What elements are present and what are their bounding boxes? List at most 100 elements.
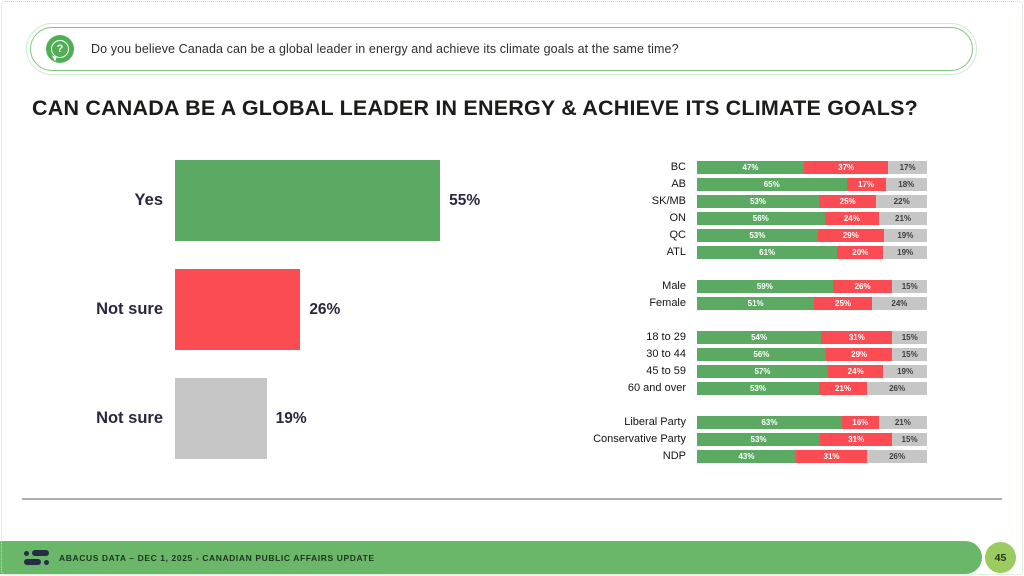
- demo-bar-segment: 17%: [888, 161, 927, 174]
- demo-stacked-bar: 59% 26% 15%: [697, 280, 927, 293]
- demo-row: 18 to 29 54% 31% 15%: [551, 331, 927, 344]
- demo-bar-segment: 53%: [697, 382, 819, 395]
- demo-row: Female 51% 25% 24%: [551, 297, 927, 310]
- demo-row-label: QC: [669, 229, 687, 241]
- demo-bar-segment: 15%: [892, 280, 927, 293]
- overall-bar: [175, 269, 301, 350]
- demo-bar-segment: 47%: [697, 161, 805, 174]
- demo-row: SK/MB 53% 25% 22%: [551, 195, 927, 208]
- demo-bar-segment: 21%: [878, 416, 927, 429]
- overall-value-label: 55%: [449, 191, 481, 209]
- page-title: CAN CANADA BE A GLOBAL LEADER IN ENERGY …: [32, 96, 918, 120]
- demo-bar-segment: 15%: [892, 433, 927, 446]
- demo-bar-segment: 24%: [824, 212, 880, 225]
- demo-stacked-bar: 47% 37% 17%: [697, 161, 927, 174]
- demo-row: Male 59% 26% 15%: [551, 280, 927, 293]
- demo-row: NDP 43% 31% 26%: [551, 450, 927, 463]
- demo-bar-segment: 56%: [697, 348, 826, 361]
- demo-bar-segment: 53%: [697, 229, 818, 242]
- demo-group-party: Liberal Party 63% 16% 21% Conservative Party…: [551, 416, 927, 463]
- demo-row-label: AB: [671, 178, 686, 190]
- question-box: ? Do you believe Canada can be a global …: [26, 23, 977, 75]
- demo-row: Conservative Party 53% 31% 15%: [551, 433, 927, 446]
- demo-bar-segment: 19%: [883, 365, 927, 378]
- demo-bar-segment: 26%: [832, 280, 893, 293]
- demo-bar-segment: 17%: [846, 178, 886, 191]
- demo-stacked-bar: 53% 31% 15%: [697, 433, 927, 446]
- demo-bar-segment: 37%: [804, 161, 889, 174]
- demo-row: QC 53% 29% 19%: [551, 229, 927, 242]
- demo-group-age: 18 to 29 54% 31% 15% 30 to 44 56% 29% 15% 45 to …: [551, 331, 927, 395]
- demo-row-label: BC: [670, 161, 686, 173]
- overall-row: Not sure 26%: [60, 269, 480, 350]
- logo-row: [24, 550, 49, 556]
- page-number-badge: 45: [985, 542, 1016, 573]
- footer-divider: [22, 498, 1002, 500]
- demographic-stacked-chart: BC 47% 37% 17% AB 65% 17% 18% SK/MB 53% 25% 22% ON 56…: [551, 161, 927, 484]
- demo-row-label: 60 and over: [627, 382, 686, 394]
- demo-stacked-bar: 54% 31% 15%: [697, 331, 927, 344]
- demo-bar-segment: 29%: [825, 348, 893, 361]
- abacus-data-logo: [24, 550, 49, 565]
- demo-row-label: Liberal Party: [624, 416, 686, 428]
- demo-stacked-bar: 56% 24% 21%: [697, 212, 927, 225]
- demo-stacked-bar: 61% 20% 19%: [697, 246, 927, 259]
- demo-bar-segment: 31%: [820, 433, 893, 446]
- overall-row: Yes 55%: [60, 160, 480, 241]
- demo-bar-segment: 19%: [883, 229, 927, 242]
- demo-stacked-bar: 65% 17% 18%: [697, 178, 927, 191]
- overall-value-label: 26%: [309, 300, 341, 318]
- demo-row: ATL 61% 20% 19%: [551, 246, 927, 259]
- demo-bar-segment: 21%: [818, 382, 868, 395]
- demo-row-label: ATL: [666, 246, 686, 258]
- demo-stacked-bar: 51% 25% 24%: [697, 297, 927, 310]
- demo-row: 30 to 44 56% 29% 15%: [551, 348, 927, 361]
- question-text: Do you believe Canada can be a global le…: [91, 42, 679, 56]
- overall-category-label: Not sure: [96, 409, 163, 427]
- demo-bar-segment: 25%: [818, 195, 877, 208]
- demo-stacked-bar: 56% 29% 15%: [697, 348, 927, 361]
- demo-row-label: Male: [662, 280, 686, 292]
- overall-value-label: 19%: [275, 409, 307, 427]
- demo-row: 60 and over 53% 21% 26%: [551, 382, 927, 395]
- demo-group-region: BC 47% 37% 17% AB 65% 17% 18% SK/MB 53% 25% 22% ON 56…: [551, 161, 927, 259]
- demo-bar-segment: 61%: [697, 246, 838, 259]
- demo-stacked-bar: 43% 31% 26%: [697, 450, 927, 463]
- demo-bar-segment: 53%: [697, 195, 819, 208]
- demo-stacked-bar: 53% 21% 26%: [697, 382, 927, 395]
- demo-row-label: ON: [669, 212, 687, 224]
- demo-row-label: SK/MB: [651, 195, 686, 207]
- demo-bar-segment: 24%: [871, 297, 927, 310]
- demo-bar-segment: 29%: [817, 229, 884, 242]
- overall-bar-chart: Yes 55% Not sure 26% Not sure 19%: [60, 160, 480, 487]
- demo-bar-segment: 26%: [867, 382, 927, 395]
- demo-stacked-bar: 53% 25% 22%: [697, 195, 927, 208]
- demo-row-label: Female: [649, 297, 686, 309]
- demo-row-label: 30 to 44: [646, 348, 686, 360]
- demo-bar-segment: 51%: [697, 297, 815, 310]
- demo-row: Liberal Party 63% 16% 21%: [551, 416, 927, 429]
- demo-bar-segment: 57%: [697, 365, 829, 378]
- demo-bar-segment: 56%: [697, 212, 825, 225]
- footer-bar: ABACUS DATA – DEC 1, 2025 - CANADIAN PUB…: [0, 541, 982, 574]
- demo-row-label: 45 to 59: [646, 365, 686, 377]
- demo-bar-segment: 21%: [879, 212, 927, 225]
- demo-bar-segment: 15%: [892, 331, 927, 344]
- demo-bar-segment: 31%: [795, 450, 868, 463]
- overall-category-label: Not sure: [96, 300, 163, 318]
- demo-row: BC 47% 37% 17%: [551, 161, 927, 174]
- demo-row: 45 to 59 57% 24% 19%: [551, 365, 927, 378]
- demo-row-label: 18 to 29: [646, 331, 686, 343]
- question-mark-glyph: ?: [51, 40, 69, 58]
- demo-group-gender: Male 59% 26% 15% Female 51% 25% 24%: [551, 280, 927, 310]
- demo-bar-segment: 19%: [883, 246, 927, 259]
- demo-row: ON 56% 24% 21%: [551, 212, 927, 225]
- overall-bar: [175, 378, 267, 459]
- demo-row: AB 65% 17% 18%: [551, 178, 927, 191]
- logo-row: [24, 559, 49, 565]
- demo-bar-segment: 54%: [697, 331, 822, 344]
- overall-row: Not sure 19%: [60, 378, 480, 459]
- demo-bar-segment: 24%: [828, 365, 884, 378]
- demo-bar-segment: 22%: [876, 195, 927, 208]
